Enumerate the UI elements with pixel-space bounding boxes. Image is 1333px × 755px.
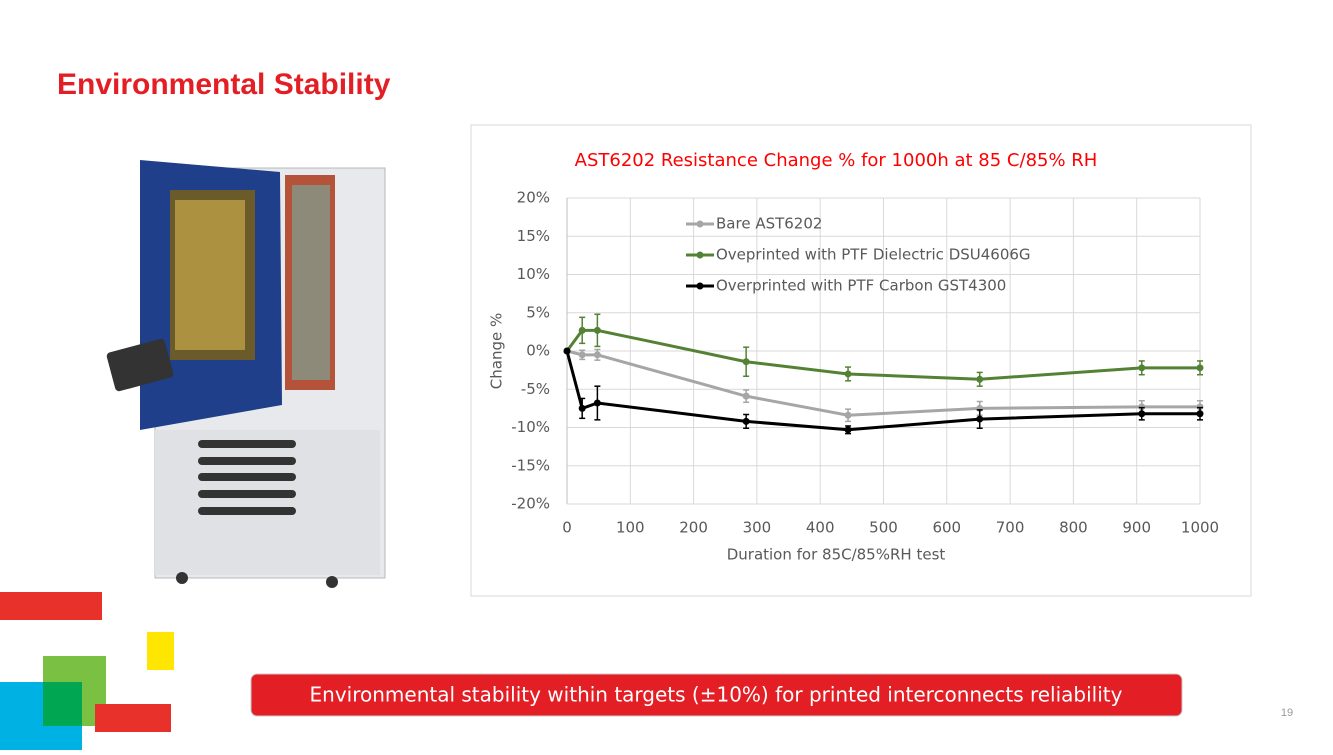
x-tick-label: 700 (996, 519, 1025, 537)
marker (593, 351, 601, 359)
x-tick-label: 500 (869, 519, 898, 537)
chamber-image (106, 160, 386, 588)
x-tick-label: 100 (616, 519, 645, 537)
marker (1138, 403, 1146, 411)
y-tick-label: 20% (517, 189, 550, 207)
x-tick-label: 200 (679, 519, 708, 537)
x-tick-label: 0 (562, 519, 572, 537)
chart-title: AST6202 Resistance Change % for 1000h at… (575, 150, 1098, 171)
marker (1196, 364, 1204, 372)
marker (1138, 364, 1146, 372)
banner-text: Environmental stability within targets (… (310, 683, 1123, 707)
x-axis-label: Duration for 85C/85%RH test (727, 546, 946, 564)
y-tick-label: -5% (521, 380, 550, 398)
marker (593, 326, 601, 334)
x-tick-label: 300 (743, 519, 772, 537)
legend-label: Overprinted with PTF Carbon GST4300 (716, 277, 1006, 295)
marker (844, 426, 852, 434)
y-tick-label: 5% (526, 303, 550, 321)
x-tick-label: 800 (1059, 519, 1088, 537)
y-tick-label: -10% (511, 418, 550, 436)
x-tick-label: 600 (932, 519, 961, 537)
marker (1196, 403, 1204, 411)
marker (1138, 410, 1146, 418)
marker (578, 351, 586, 359)
y-tick-label: 0% (526, 342, 550, 360)
slide-title: Environmental Stability (57, 68, 391, 101)
plot: -20% -15% -10% -5% 0% 5% 10% 15% 20% 0 100 200 300 40… (511, 189, 1219, 537)
legend-marker (696, 251, 704, 259)
legend-marker (696, 220, 704, 228)
marker (976, 375, 984, 383)
legend-label: Oveprinted with PTF Dielectric DSU4606G (716, 246, 1031, 264)
x-tick-label: 900 (1122, 519, 1151, 537)
marker (742, 417, 750, 425)
y-tick-label: 10% (517, 265, 550, 283)
marker (593, 399, 601, 407)
marker (844, 411, 852, 419)
banner (250, 673, 1183, 717)
marker (1196, 410, 1204, 418)
y-tick-label: 15% (517, 227, 550, 245)
legend-marker (696, 282, 704, 290)
y-tick-label: -15% (511, 456, 550, 474)
y-axis-label: Change % (488, 313, 506, 389)
marker (742, 358, 750, 366)
marker (976, 415, 984, 423)
chart-frame (470, 124, 1252, 597)
decoration (0, 592, 174, 750)
marker (578, 326, 586, 334)
marker (563, 347, 571, 355)
y-tick-label: -20% (511, 495, 550, 513)
x-tick-label: 1000 (1181, 519, 1219, 537)
page-number: 19 (1281, 707, 1293, 719)
marker (844, 370, 852, 378)
legend-label: Bare AST6202 (716, 215, 822, 233)
marker (578, 404, 586, 412)
x-tick-label: 400 (806, 519, 835, 537)
marker (742, 392, 750, 400)
